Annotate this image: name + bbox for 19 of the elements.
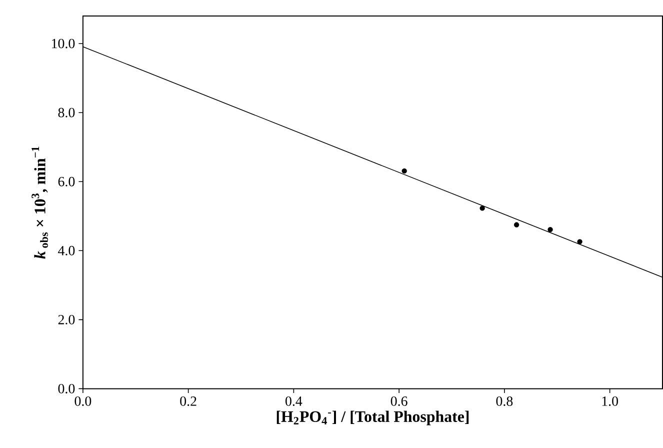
y-axis-title: k $_{obs}$ × 10$^{3}$, min$^{−1}$ — [32, 146, 48, 259]
point — [514, 222, 520, 228]
x-tick-label: 0.4 — [286, 396, 302, 406]
y-tick-label: 0.0 — [58, 384, 75, 394]
y-tick-label: 2.0 — [58, 315, 75, 325]
y-tick-label: 10.0 — [52, 39, 75, 49]
point — [480, 206, 485, 211]
point — [402, 168, 407, 174]
x-tick-label: 0.2 — [180, 396, 196, 406]
point — [577, 239, 582, 244]
y-tick-label: 8.0 — [58, 108, 75, 118]
y-tick-label: 4.0 — [58, 246, 75, 256]
y-tick-label: 6.0 — [58, 177, 75, 187]
point — [548, 227, 553, 232]
x-tick-label: 0.8 — [496, 396, 513, 406]
x-tick-label: 0.0 — [74, 396, 92, 406]
x-tick-label: 1.0 — [602, 396, 618, 406]
x-tick-label: 0.6 — [390, 396, 408, 406]
x-axis-title: [H$_{2}$PO$_{4}$$^{-}$] / [Total Phosphate] — [276, 410, 469, 426]
